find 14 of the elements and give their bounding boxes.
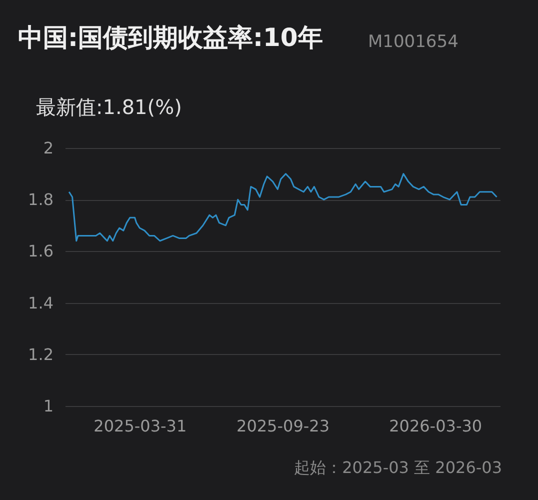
x-tick-label: 2026-03-30 xyxy=(389,416,482,436)
x-tick-label: 2025-09-23 xyxy=(236,416,330,436)
y-tick-label: 1.4 xyxy=(28,293,54,312)
y-tick-label: 1.2 xyxy=(28,344,54,364)
y-tick-label: 1.8 xyxy=(28,190,54,210)
x-tick-label: 2025-03-31 xyxy=(94,416,187,436)
y-tick-label: 2 xyxy=(43,138,54,158)
chart-subtitle: 最新值:1.81(%) xyxy=(36,95,182,119)
y-tick-label: 1 xyxy=(43,396,54,416)
line-series xyxy=(68,173,498,242)
chart-title: 中国:国债到期收益率:10年 xyxy=(18,23,323,52)
text: M1001654 xyxy=(368,32,458,52)
y-tick-label: 1.6 xyxy=(28,242,54,261)
text: 起始：2025-03 至 2026-03 xyxy=(294,458,502,477)
